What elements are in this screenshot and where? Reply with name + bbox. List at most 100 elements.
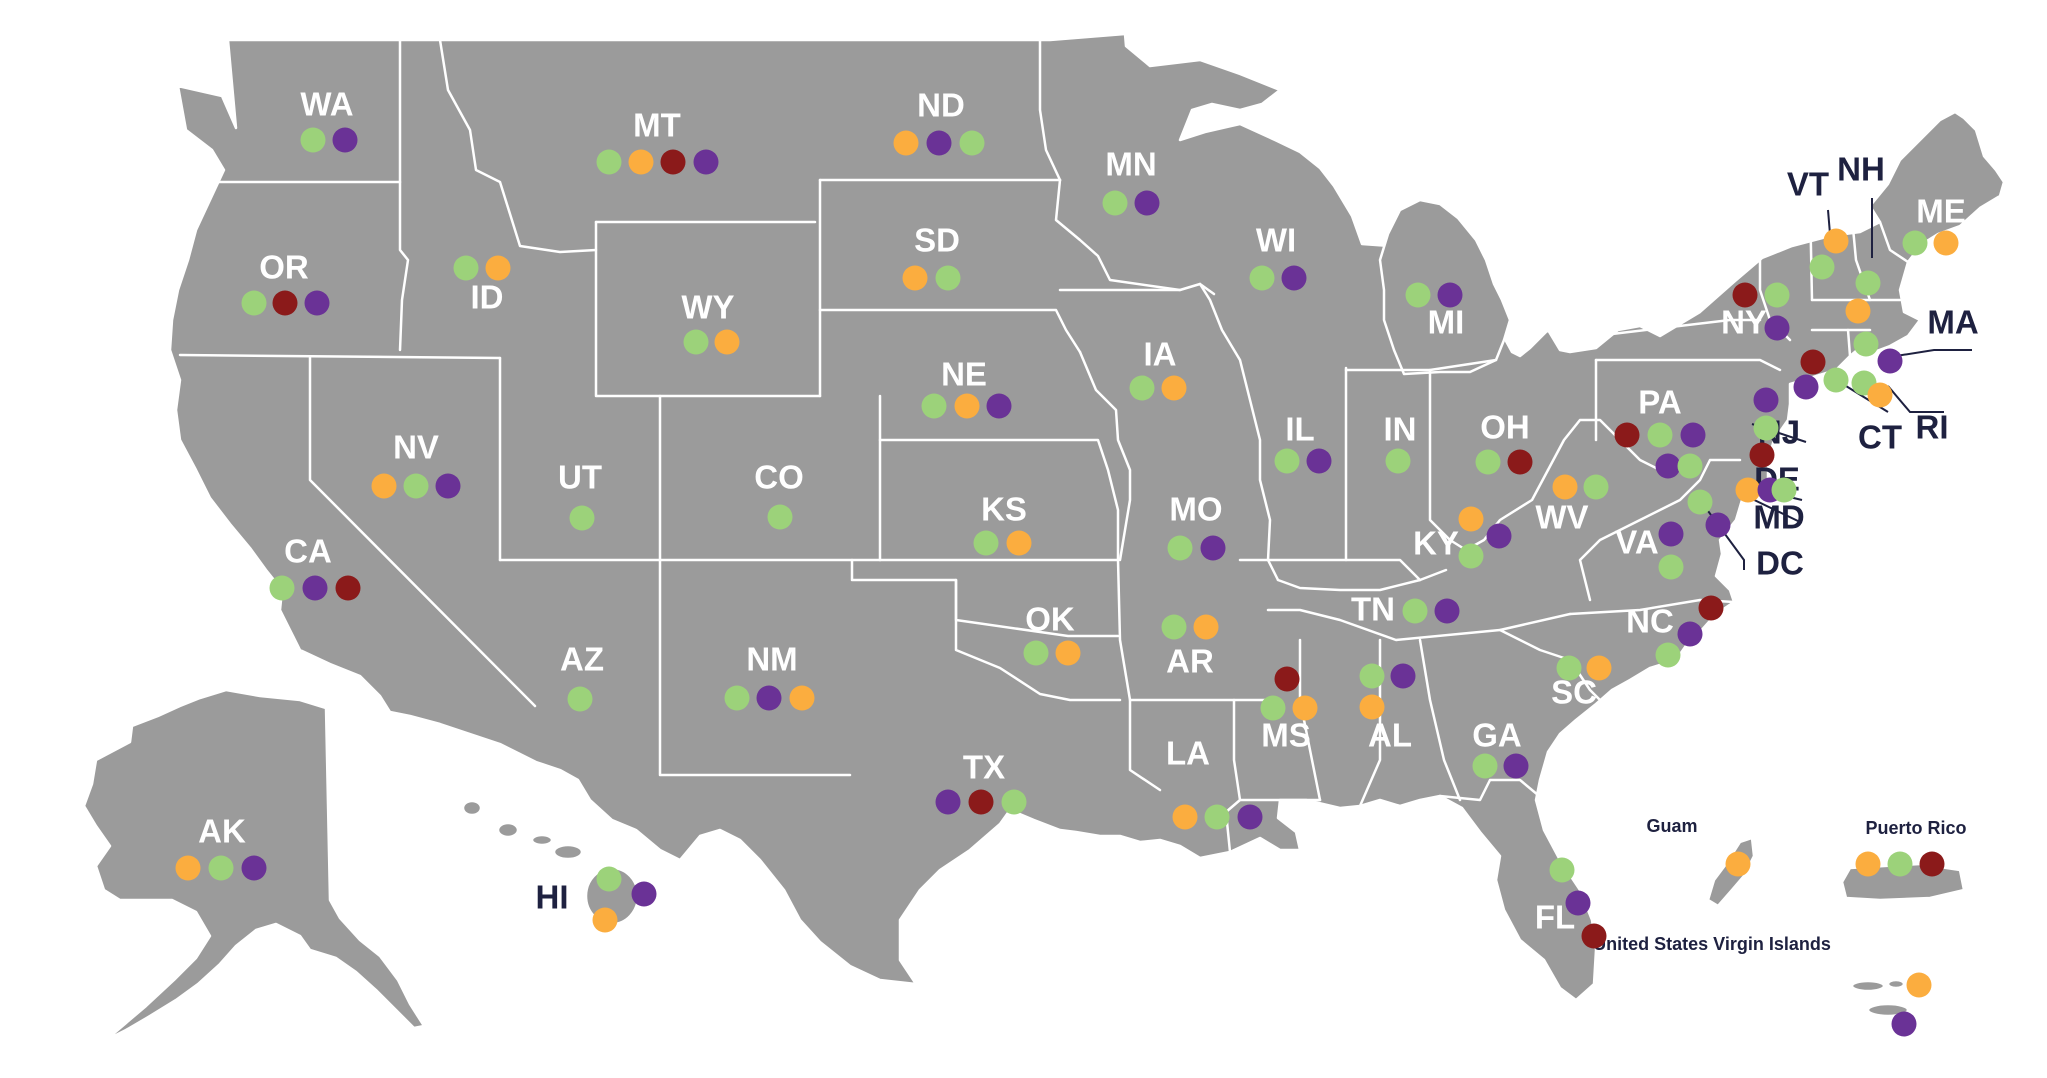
marker-id-orange [485, 255, 511, 281]
usvi-st-croix-shape [1866, 1002, 1910, 1018]
marker-puerto-rico-green [1887, 851, 1913, 877]
marker-sc-orange [1586, 655, 1612, 681]
marker-mo-green [1167, 535, 1193, 561]
marker-ok-orange [1055, 640, 1081, 666]
state-label-ny: NY [1721, 304, 1767, 341]
state-label-md: MD [1753, 499, 1804, 536]
marker-md-purple [1655, 453, 1681, 479]
hawaii-kauai-shape [461, 799, 483, 817]
marker-ms-red [1274, 666, 1300, 692]
state-label-nh: NH [1837, 151, 1885, 188]
marker-tn-purple [1434, 598, 1460, 624]
state-label-ky: KY [1413, 525, 1459, 562]
territory-label-united-states-virgin-islands: United States Virgin Islands [1593, 934, 1831, 954]
state-label-sc: SC [1551, 674, 1597, 711]
marker-de-orange [1735, 477, 1761, 503]
marker-ia-orange [1161, 375, 1187, 401]
marker-ut-green [569, 505, 595, 531]
state-label-va: VA [1615, 524, 1658, 561]
marker-mi-green [1405, 282, 1431, 308]
marker-ky-green [1458, 543, 1484, 569]
marker-ks-orange [1006, 530, 1032, 556]
marker-ak-green [208, 855, 234, 881]
marker-hi-green [596, 866, 622, 892]
state-label-nc: NC [1626, 603, 1674, 640]
state-label-ca: CA [284, 533, 332, 570]
marker-ct-red [1800, 349, 1826, 375]
marker-oh-green [1475, 449, 1501, 475]
marker-pa-purple [1680, 422, 1706, 448]
marker-guam-orange [1725, 851, 1751, 877]
state-label-ga: GA [1472, 717, 1522, 754]
marker-de-green [1771, 477, 1797, 503]
state-label-il: IL [1285, 411, 1314, 448]
marker-fl-purple [1565, 890, 1591, 916]
state-label-nm: NM [746, 641, 797, 678]
usvi-st-thomas-shape [1850, 979, 1886, 993]
marker-id-green [453, 255, 479, 281]
marker-wi-purple [1281, 265, 1307, 291]
state-label-ia: IA [1144, 336, 1177, 373]
state-label-az: AZ [560, 641, 604, 678]
marker-ny-green [1764, 282, 1790, 308]
marker-ma-purple [1877, 348, 1903, 374]
state-label-ut: UT [558, 459, 602, 496]
marker-ne-green [921, 393, 947, 419]
marker-nv-purple [435, 473, 461, 499]
marker-in-green [1385, 448, 1411, 474]
state-label-ar: AR [1166, 643, 1214, 680]
marker-va-purple [1658, 521, 1684, 547]
marker-mi-purple [1437, 282, 1463, 308]
state-label-id: ID [471, 279, 504, 316]
marker-me-green [1902, 230, 1928, 256]
marker-ak-orange [175, 855, 201, 881]
marker-united-states-virgin-islands-purple [1891, 1011, 1917, 1037]
state-label-mt: MT [633, 107, 681, 144]
marker-or-green [241, 290, 267, 316]
marker-tx-purple [935, 789, 961, 815]
marker-nm-purple [756, 685, 782, 711]
marker-sd-orange [902, 265, 928, 291]
marker-nm-green [724, 685, 750, 711]
state-label-mi: MI [1428, 304, 1465, 341]
hawaii-maui-shape [552, 843, 584, 861]
marker-nj-green [1753, 415, 1779, 441]
marker-al-purple [1390, 663, 1416, 689]
marker-nc-red [1698, 595, 1724, 621]
marker-united-states-virgin-islands-orange [1906, 972, 1932, 998]
marker-ny-red [1732, 282, 1758, 308]
marker-il-purple [1306, 448, 1332, 474]
marker-ca-green [269, 575, 295, 601]
marker-wv-green [1583, 474, 1609, 500]
marker-ct-purple [1793, 374, 1819, 400]
state-label-wa: WA [300, 86, 353, 123]
marker-tx-red [968, 789, 994, 815]
marker-wa-purple [332, 127, 358, 153]
marker-ms-orange [1292, 695, 1318, 721]
state-label-wi: WI [1256, 222, 1296, 259]
state-label-in: IN [1384, 411, 1417, 448]
marker-nd-orange [893, 130, 919, 156]
marker-vt-green [1809, 254, 1835, 280]
state-label-vt: VT [1787, 166, 1829, 203]
marker-nd-green [959, 130, 985, 156]
marker-ga-green [1472, 753, 1498, 779]
state-label-co: CO [754, 459, 804, 496]
marker-nv-green [403, 473, 429, 499]
marker-co-green [767, 504, 793, 530]
marker-ok-green [1023, 640, 1049, 666]
marker-az-green [567, 686, 593, 712]
state-label-me: ME [1916, 193, 1966, 230]
state-label-pa: PA [1638, 384, 1681, 421]
state-label-wv: WV [1535, 499, 1588, 536]
hawaii-molokai-shape [530, 833, 554, 847]
marker-dc-green [1687, 489, 1713, 515]
marker-ne-purple [986, 393, 1012, 419]
marker-nc-green [1655, 642, 1681, 668]
marker-puerto-rico-red [1919, 851, 1945, 877]
state-label-ma: MA [1927, 304, 1978, 341]
marker-nh-orange [1845, 298, 1871, 324]
marker-ca-purple [302, 575, 328, 601]
marker-me-orange [1933, 230, 1959, 256]
